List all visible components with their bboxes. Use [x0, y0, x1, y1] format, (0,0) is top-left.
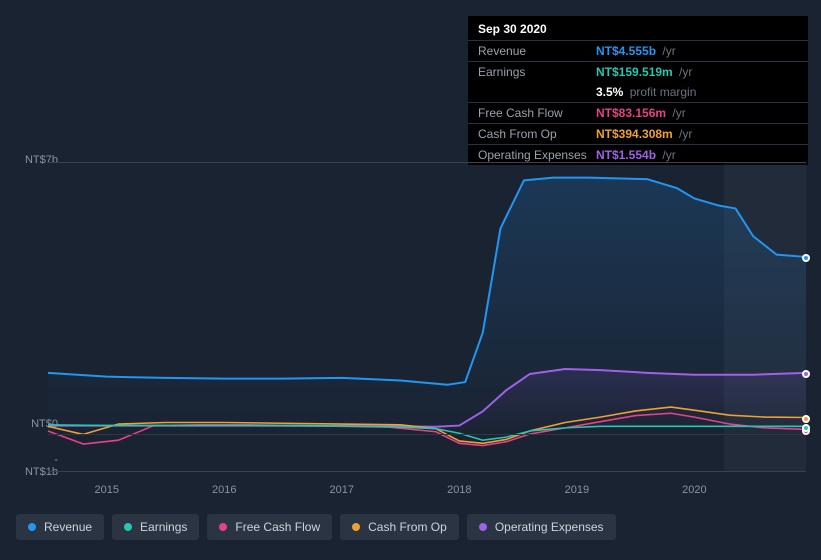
financials-chart: NT$7b NT$0 -NT$1b [16, 156, 806, 476]
tooltip-row-label: Earnings [478, 65, 596, 79]
tooltip-row-earnings: EarningsNT$159.519m /yr [468, 61, 808, 82]
tooltip-row-value: NT$83.156m /yr [596, 106, 686, 120]
end-marker-cfo [802, 415, 810, 423]
chart-svg [48, 163, 806, 471]
x-tick-label: 2018 [447, 484, 471, 496]
fcf-color-icon [219, 523, 227, 531]
legend-item-opex[interactable]: Operating Expenses [467, 514, 616, 540]
end-marker-opex [802, 370, 810, 378]
tooltip-row-value: NT$394.308m /yr [596, 127, 692, 141]
chart-legend: Revenue Earnings Free Cash Flow Cash From O… [16, 514, 616, 540]
tooltip-rows: RevenueNT$4.555b /yrEarningsNT$159.519m … [468, 40, 808, 165]
tooltip-row-value: NT$159.519m /yr [596, 65, 692, 79]
legend-item-earnings[interactable]: Earnings [112, 514, 199, 540]
earnings-color-icon [124, 523, 132, 531]
tooltip-row-revenue: RevenueNT$4.555b /yr [468, 40, 808, 61]
legend-item-label: Cash From Op [368, 520, 447, 534]
tooltip-row-label: Revenue [478, 44, 596, 58]
revenue-color-icon [28, 523, 36, 531]
x-axis: 2015 2016 2017 2018 2019 2020 [48, 484, 806, 500]
tooltip-row-label: Free Cash Flow [478, 106, 596, 120]
x-tick-label: 2016 [212, 484, 236, 496]
tooltip-row-label [478, 85, 596, 99]
legend-item-cfo[interactable]: Cash From Op [340, 514, 459, 540]
tooltip-row-label: Cash From Op [478, 127, 596, 141]
legend-item-label: Free Cash Flow [235, 520, 320, 534]
legend-item-label: Revenue [44, 520, 92, 534]
x-tick-label: 2015 [95, 484, 119, 496]
chart-tooltip: Sep 30 2020 RevenueNT$4.555b /yrEarnings… [468, 16, 808, 165]
end-marker-earnings [802, 424, 810, 432]
tooltip-row-fcf: Free Cash FlowNT$83.156m /yr [468, 102, 808, 123]
cfo-color-icon [352, 523, 360, 531]
legend-item-label: Operating Expenses [495, 520, 604, 534]
x-tick-label: 2017 [330, 484, 354, 496]
tooltip-row-value: NT$4.555b /yr [596, 44, 676, 58]
legend-item-revenue[interactable]: Revenue [16, 514, 104, 540]
tooltip-row-cfo: Cash From OpNT$394.308m /yr [468, 123, 808, 144]
plot-area[interactable] [48, 162, 806, 472]
opex-color-icon [479, 523, 487, 531]
tooltip-row-margin: 3.5% profit margin [468, 82, 808, 102]
x-tick-label: 2020 [682, 484, 706, 496]
legend-item-label: Earnings [140, 520, 187, 534]
tooltip-row-value: 3.5% profit margin [596, 85, 696, 99]
end-marker-revenue [802, 254, 810, 262]
legend-item-fcf[interactable]: Free Cash Flow [207, 514, 332, 540]
x-tick-label: 2019 [565, 484, 589, 496]
tooltip-date: Sep 30 2020 [468, 16, 808, 40]
